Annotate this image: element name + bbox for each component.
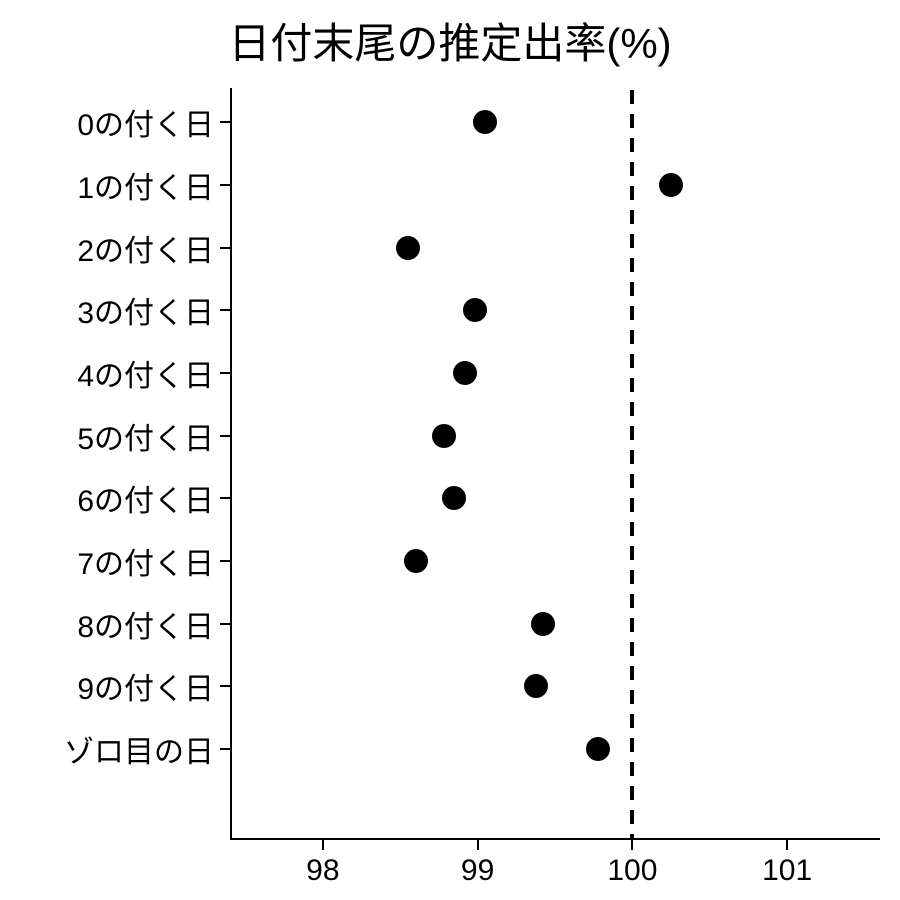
x-tick (322, 840, 324, 850)
y-tick (220, 121, 230, 123)
plot-area: 98991001010の付く日1の付く日2の付く日3の付く日4の付く日5の付く日… (230, 88, 880, 840)
y-tick-label: 1の付く日 (77, 163, 214, 207)
reference-line-segment (630, 762, 634, 776)
y-axis-line (230, 88, 232, 840)
data-point (473, 110, 497, 134)
data-point (396, 236, 420, 260)
data-point (404, 549, 428, 573)
reference-line-segment (630, 282, 634, 296)
reference-line-segment (630, 258, 634, 272)
reference-line-segment (630, 138, 634, 152)
x-tick (786, 840, 788, 850)
y-tick (220, 623, 230, 625)
reference-line-segment (630, 378, 634, 392)
reference-line-segment (630, 306, 634, 320)
y-tick-label: 0の付く日 (77, 100, 214, 144)
chart-title: 日付末尾の推定出率(%) (0, 10, 900, 71)
reference-line-segment (630, 690, 634, 704)
data-point (586, 737, 610, 761)
y-tick-label: 8の付く日 (77, 602, 214, 646)
y-tick-label: 7の付く日 (77, 539, 214, 583)
y-tick-label: 3の付く日 (77, 288, 214, 332)
y-tick-label: 6の付く日 (77, 476, 214, 520)
y-tick-label: 5の付く日 (77, 414, 214, 458)
reference-line-segment (630, 714, 634, 728)
reference-line-segment (630, 642, 634, 656)
x-tick (477, 840, 479, 850)
x-tick (631, 840, 633, 850)
data-point (442, 486, 466, 510)
x-tick-label: 101 (762, 854, 812, 888)
reference-line-segment (630, 330, 634, 344)
y-tick (220, 247, 230, 249)
y-tick (220, 497, 230, 499)
y-tick-label: ゾロ目の日 (64, 727, 214, 771)
reference-line-segment (630, 186, 634, 200)
reference-line-segment (630, 426, 634, 440)
data-point (453, 361, 477, 385)
reference-line-segment (630, 570, 634, 584)
chart-container: 日付末尾の推定出率(%) 98991001010の付く日1の付く日2の付く日3の… (0, 0, 900, 900)
reference-line-segment (630, 114, 634, 128)
reference-line-segment (630, 402, 634, 416)
y-tick (220, 372, 230, 374)
reference-line-segment (630, 234, 634, 248)
data-point (524, 674, 548, 698)
reference-line-segment (630, 450, 634, 464)
y-tick-label: 2の付く日 (77, 226, 214, 270)
reference-line-segment (630, 810, 634, 824)
y-tick-label: 4の付く日 (77, 351, 214, 395)
y-tick-label: 9の付く日 (77, 664, 214, 708)
reference-line-segment (630, 354, 634, 368)
reference-line-segment (630, 738, 634, 752)
y-tick (220, 435, 230, 437)
x-tick-label: 100 (607, 854, 657, 888)
reference-line-segment (630, 594, 634, 608)
data-point (531, 612, 555, 636)
x-tick-label: 99 (461, 854, 494, 888)
x-axis-line (230, 838, 880, 840)
reference-line-segment (630, 522, 634, 536)
y-tick (220, 184, 230, 186)
data-point (659, 173, 683, 197)
data-point (463, 298, 487, 322)
reference-line-segment (630, 834, 634, 838)
reference-line-segment (630, 210, 634, 224)
y-tick (220, 685, 230, 687)
reference-line-segment (630, 498, 634, 512)
x-tick-label: 98 (306, 854, 339, 888)
reference-line-segment (630, 474, 634, 488)
reference-line-segment (630, 666, 634, 680)
reference-line-segment (630, 90, 634, 104)
y-tick (220, 748, 230, 750)
y-tick (220, 309, 230, 311)
y-tick (220, 560, 230, 562)
data-point (432, 424, 456, 448)
reference-line-segment (630, 786, 634, 800)
reference-line-segment (630, 162, 634, 176)
reference-line-segment (630, 546, 634, 560)
reference-line-segment (630, 618, 634, 632)
